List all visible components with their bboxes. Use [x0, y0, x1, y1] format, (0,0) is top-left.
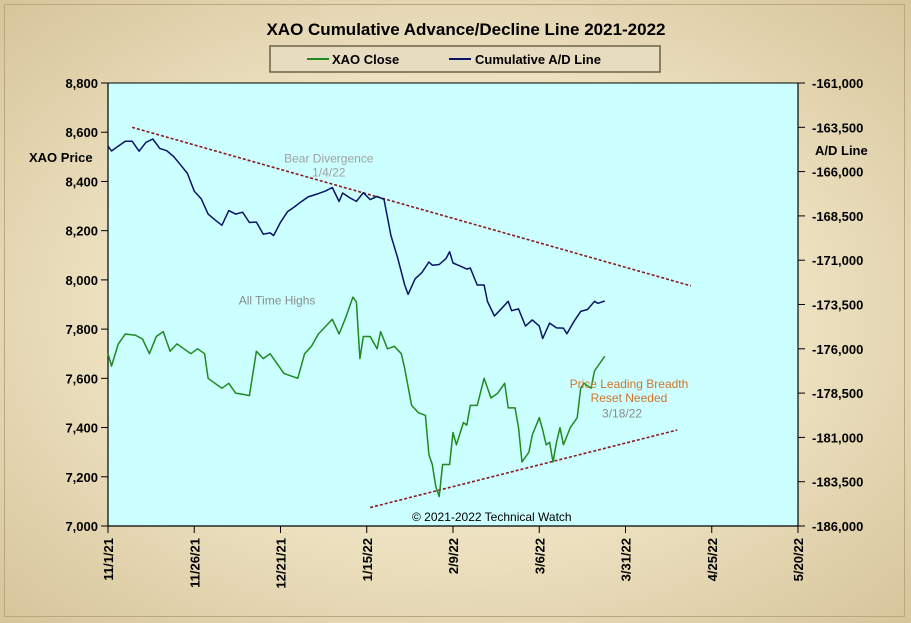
x-tick-label: 5/20/22 — [791, 538, 806, 581]
right-tick-label: -176,000 — [812, 342, 863, 357]
chart-title: XAO Cumulative Advance/Decline Line 2021… — [266, 20, 665, 39]
ad-line — [107, 138, 606, 340]
left-tick-label: 7,400 — [65, 421, 98, 436]
right-tick-label: -171,000 — [812, 253, 863, 268]
left-tick-label: 7,200 — [65, 470, 98, 485]
annotation-text: 1/4/22 — [312, 166, 346, 180]
ad-resistance-trendline — [131, 126, 692, 287]
left-tick-label: 8,800 — [65, 76, 98, 91]
right-tick-label: -186,000 — [812, 519, 863, 534]
annotation-text: Price Leading Breadth — [570, 377, 689, 391]
x-tick-label: 1/15/22 — [360, 538, 375, 581]
left-tick-label: 7,600 — [65, 371, 98, 386]
left-axis-label: XAO Price — [29, 150, 93, 165]
left-tick-label: 8,400 — [65, 174, 98, 189]
annotation-text: Reset Needed — [591, 391, 668, 405]
legend-xao-label: XAO Close — [332, 52, 399, 67]
left-tick-label: 8,200 — [65, 224, 98, 239]
right-tick-label: -161,000 — [812, 76, 863, 91]
series-layer — [107, 138, 606, 498]
right-tick-label: -173,500 — [812, 298, 863, 313]
right-tick-label: -168,500 — [812, 209, 863, 224]
x-tick-label: 11/1/21 — [101, 538, 116, 581]
x-tick-label: 4/25/22 — [705, 538, 720, 581]
right-tick-label: -181,000 — [812, 430, 863, 445]
annotation-text: All Time Highs — [239, 294, 316, 308]
right-axis-label: A/D Line — [815, 143, 868, 158]
trendline-layer — [131, 126, 692, 509]
right-tick-label: -166,000 — [812, 165, 863, 180]
xao-close-line — [107, 296, 606, 498]
xao-support-trendline — [370, 429, 678, 509]
legend-box — [269, 45, 661, 73]
legend-ad-label: Cumulative A/D Line — [475, 52, 601, 67]
x-tick-label: 12/21/21 — [274, 538, 289, 589]
chart-frame — [4, 4, 905, 617]
left-tick-label: 8,000 — [65, 273, 98, 288]
right-tick-label: -163,500 — [812, 120, 863, 135]
annotation-text: Bear Divergence — [284, 152, 374, 166]
legend: XAO Close Cumulative A/D Line — [269, 45, 661, 73]
left-tick-label: 7,800 — [65, 322, 98, 337]
x-tick-label: 3/31/22 — [619, 538, 634, 581]
annotation-text: 3/18/22 — [602, 407, 642, 421]
left-tick-label: 8,600 — [65, 125, 98, 140]
left-tick-label: 7,000 — [65, 519, 98, 534]
right-tick-label: -178,500 — [812, 386, 863, 401]
tick-layer: 7,000 7,200 7,400 7,600 7,800 8,000 8,200 8,400… — [65, 76, 863, 589]
x-tick-label: 3/6/22 — [532, 538, 547, 574]
right-tick-label: -183,500 — [812, 475, 863, 490]
credit-text: © 2021-2022 Technical Watch — [412, 510, 572, 524]
x-tick-label: 2/9/22 — [446, 538, 461, 574]
x-tick-label: 11/26/21 — [187, 538, 202, 588]
